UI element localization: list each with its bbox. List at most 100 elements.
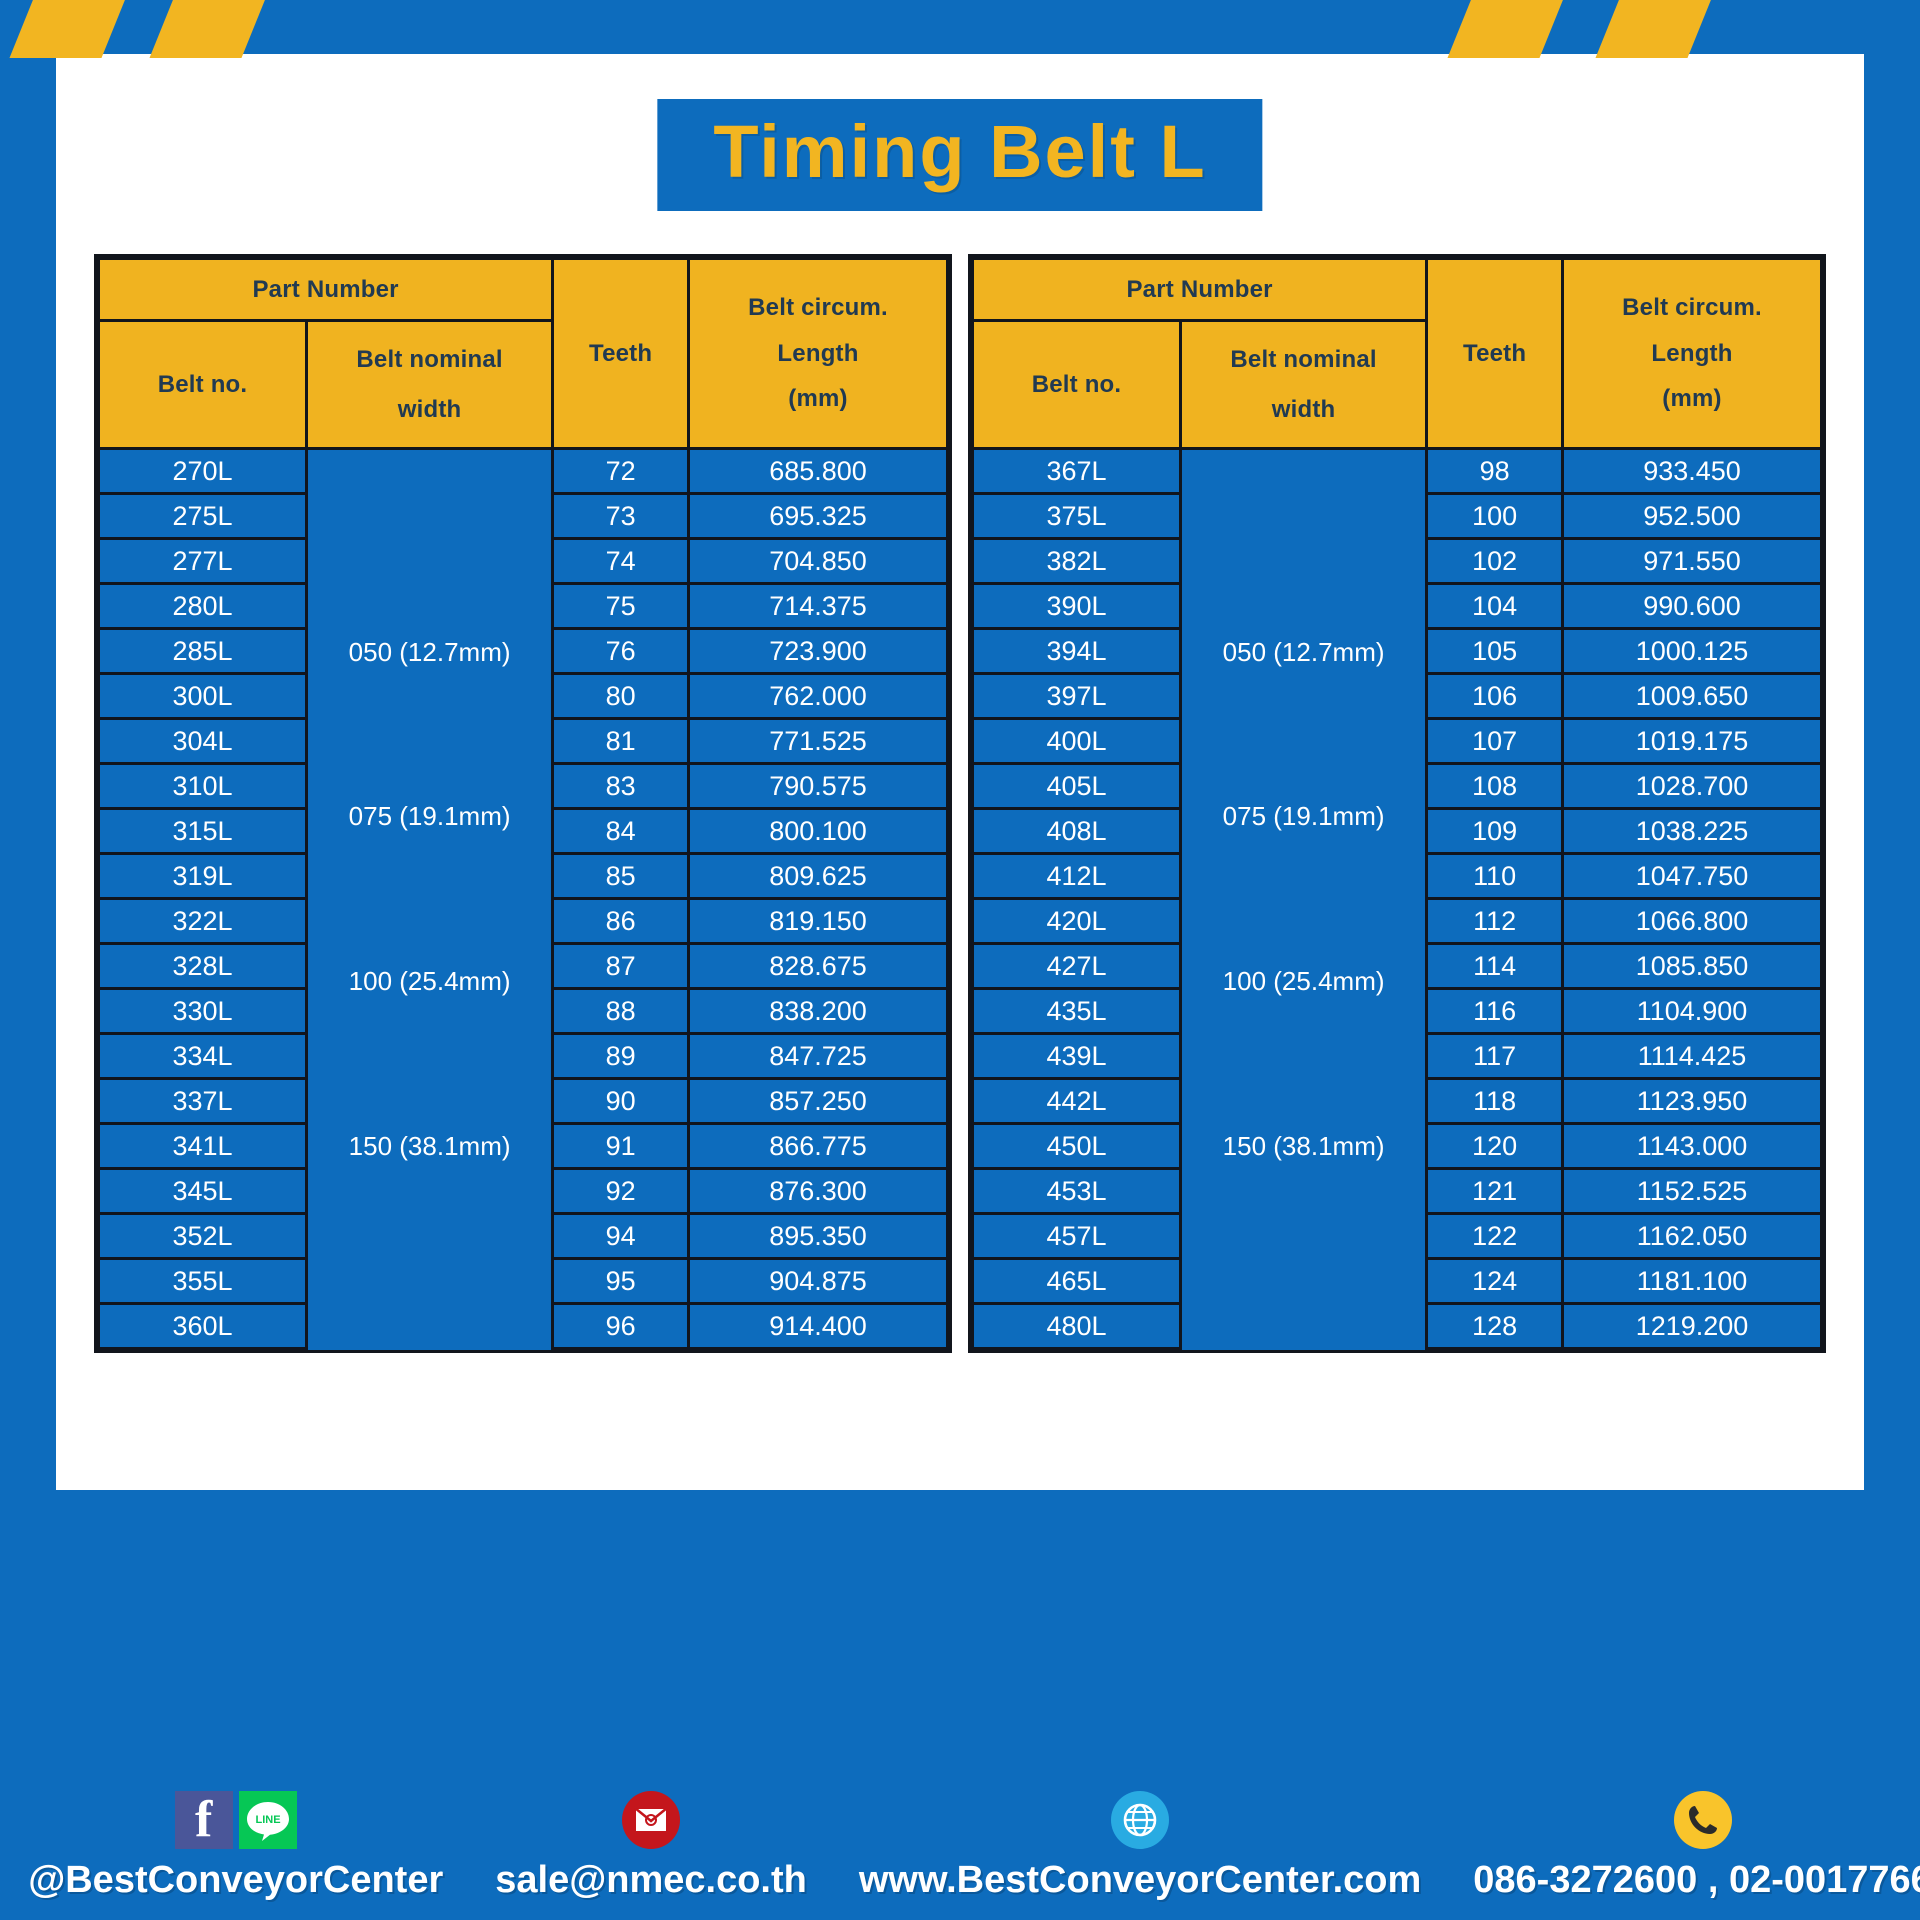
cell-teeth: 80 bbox=[551, 672, 691, 720]
footer-email[interactable]: sale@nmec.co.th bbox=[495, 1859, 807, 1901]
width-label: 050 (12.7mm) bbox=[348, 636, 511, 667]
cell-belt-no: 355L bbox=[97, 1257, 308, 1305]
left-belt-table: Part Number Teeth Belt circum. Length (m… bbox=[94, 254, 952, 1353]
facebook-icon[interactable]: f bbox=[174, 1791, 233, 1849]
header-belt-nominal-line1: Belt nominal bbox=[1230, 345, 1377, 373]
page-title-box: Timing Belt L bbox=[657, 99, 1263, 211]
table-row: 408L 109 1038.225 bbox=[971, 807, 1823, 855]
cell-teeth: 95 bbox=[551, 1257, 691, 1305]
cell-length: 714.375 bbox=[687, 582, 949, 630]
table-row: 341L 91 866.775 bbox=[97, 1122, 949, 1170]
phone-icon[interactable] bbox=[1673, 1791, 1732, 1849]
cell-belt-no: 352L bbox=[97, 1212, 308, 1260]
table-row: 322L 86 819.150 bbox=[97, 897, 949, 945]
cell-teeth: 102 bbox=[1425, 537, 1565, 585]
cell-teeth: 81 bbox=[551, 717, 691, 765]
cell-length: 914.400 bbox=[687, 1302, 949, 1350]
cell-belt-no: 277L bbox=[97, 537, 308, 585]
footer-phone-group[interactable]: 086-3272600 , 02-0017766 bbox=[1473, 1791, 1920, 1902]
table-row: 355L 95 904.875 bbox=[97, 1257, 949, 1305]
width-label: 075 (19.1mm) bbox=[348, 801, 511, 832]
cell-teeth: 87 bbox=[551, 942, 691, 990]
cell-belt-no: 285L bbox=[97, 627, 308, 675]
cell-teeth: 117 bbox=[1425, 1032, 1565, 1080]
cell-length: 1009.650 bbox=[1561, 672, 1823, 720]
cell-belt-no: 420L bbox=[971, 897, 1182, 945]
email-icon[interactable] bbox=[622, 1791, 681, 1849]
top-chevron-decoration bbox=[0, 0, 1920, 60]
table-row: 345L 92 876.300 bbox=[97, 1167, 949, 1215]
cell-belt-no: 322L bbox=[97, 897, 308, 945]
cell-teeth: 96 bbox=[551, 1302, 691, 1350]
cell-belt-no: 334L bbox=[97, 1032, 308, 1080]
cell-length: 809.625 bbox=[687, 852, 949, 900]
cell-length: 866.775 bbox=[687, 1122, 949, 1170]
header-belt-nominal-width: Belt nominal width bbox=[304, 319, 555, 450]
cell-belt-no: 319L bbox=[97, 852, 308, 900]
header-belt-circum-line3: (mm) bbox=[788, 385, 848, 413]
chevron-shape-left-1 bbox=[9, 0, 127, 58]
table-row: 439L 117 1114.425 bbox=[971, 1032, 1823, 1080]
cell-length: 1181.100 bbox=[1561, 1257, 1823, 1305]
table-row: 427L 114 1085.850 bbox=[971, 942, 1823, 990]
table-header-row-1: Part Number Teeth Belt circum. Length (m… bbox=[96, 257, 949, 450]
cell-teeth: 74 bbox=[551, 537, 691, 585]
cell-length: 723.900 bbox=[687, 627, 949, 675]
footer-website[interactable]: www.BestConveyorCenter.com bbox=[858, 1859, 1422, 1901]
footer-content: f LINE @BestConveyorCenter bbox=[0, 1778, 1920, 1902]
header-belt-circum-length: Belt circum. Length (mm) bbox=[1561, 257, 1823, 450]
table-row: 394L 105 1000.125 bbox=[971, 627, 1823, 675]
cell-length: 1019.175 bbox=[1561, 717, 1823, 765]
cell-belt-no: 382L bbox=[971, 537, 1182, 585]
globe-icon[interactable] bbox=[1111, 1791, 1170, 1849]
cell-teeth: 90 bbox=[551, 1077, 691, 1125]
cell-belt-no: 270L bbox=[97, 447, 308, 495]
table-header-row-2: Belt no. Belt nominal width bbox=[97, 319, 948, 450]
cell-belt-no: 328L bbox=[97, 942, 308, 990]
tables-container: Part Number Teeth Belt circum. Length (m… bbox=[94, 254, 1826, 1353]
cell-belt-no: 394L bbox=[971, 627, 1182, 675]
left-table-element: Part Number Teeth Belt circum. Length (m… bbox=[96, 257, 949, 1350]
cell-belt-no: 453L bbox=[971, 1167, 1182, 1215]
footer-phone[interactable]: 086-3272600 , 02-0017766 bbox=[1473, 1859, 1920, 1901]
cell-teeth: 124 bbox=[1425, 1257, 1565, 1305]
table-row: 277L 74 704.850 bbox=[97, 537, 949, 585]
cell-teeth: 122 bbox=[1425, 1212, 1565, 1260]
cell-belt-no: 345L bbox=[97, 1167, 308, 1215]
cell-belt-no: 315L bbox=[97, 807, 308, 855]
footer-social-handle[interactable]: @BestConveyorCenter bbox=[28, 1859, 444, 1901]
header-belt-circum-line2: Length bbox=[777, 339, 859, 367]
width-label: 150 (38.1mm) bbox=[1222, 1130, 1385, 1161]
cell-teeth: 88 bbox=[551, 987, 691, 1035]
cell-belt-no: 304L bbox=[97, 717, 308, 765]
width-label: 150 (38.1mm) bbox=[348, 1130, 511, 1161]
table-row: 435L 116 1104.900 bbox=[971, 987, 1823, 1035]
header-part-number: Part Number bbox=[96, 257, 555, 322]
cell-length: 1028.700 bbox=[1561, 762, 1823, 810]
cell-teeth: 128 bbox=[1425, 1302, 1565, 1350]
cell-length: 1123.950 bbox=[1561, 1077, 1823, 1125]
cell-belt-no: 435L bbox=[971, 987, 1182, 1035]
right-table-element: Part Number Teeth Belt circum. Length (m… bbox=[970, 257, 1823, 1350]
cell-belt-no: 408L bbox=[971, 807, 1182, 855]
cell-length: 790.575 bbox=[687, 762, 949, 810]
cell-length: 819.150 bbox=[687, 897, 949, 945]
header-teeth: Teeth bbox=[1425, 257, 1565, 450]
table-row: 270L 050 (12.7mm) 075 (19.1mm) 100 (25.4mm)… bbox=[97, 447, 949, 1349]
cell-teeth: 121 bbox=[1425, 1167, 1565, 1215]
table-row: 465L 124 1181.100 bbox=[971, 1257, 1823, 1305]
cell-length: 771.525 bbox=[687, 717, 949, 765]
footer-website-group[interactable]: www.BestConveyorCenter.com bbox=[859, 1791, 1421, 1902]
width-label: 050 (12.7mm) bbox=[1222, 636, 1385, 667]
cell-belt-no: 275L bbox=[97, 492, 308, 540]
table-row: 319L 85 809.625 bbox=[97, 852, 949, 900]
table-row: 280L 75 714.375 bbox=[97, 582, 949, 630]
cell-belt-no: 367L bbox=[971, 447, 1182, 495]
line-icon[interactable]: LINE bbox=[238, 1791, 297, 1849]
header-belt-nominal-line1: Belt nominal bbox=[356, 345, 503, 373]
footer-email-group[interactable]: sale@nmec.co.th bbox=[495, 1791, 807, 1902]
cell-belt-no: 310L bbox=[97, 762, 308, 810]
cell-length: 895.350 bbox=[687, 1212, 949, 1260]
footer-social-group[interactable]: f LINE @BestConveyorCenter bbox=[28, 1791, 443, 1902]
cell-belt-no: 280L bbox=[97, 582, 308, 630]
